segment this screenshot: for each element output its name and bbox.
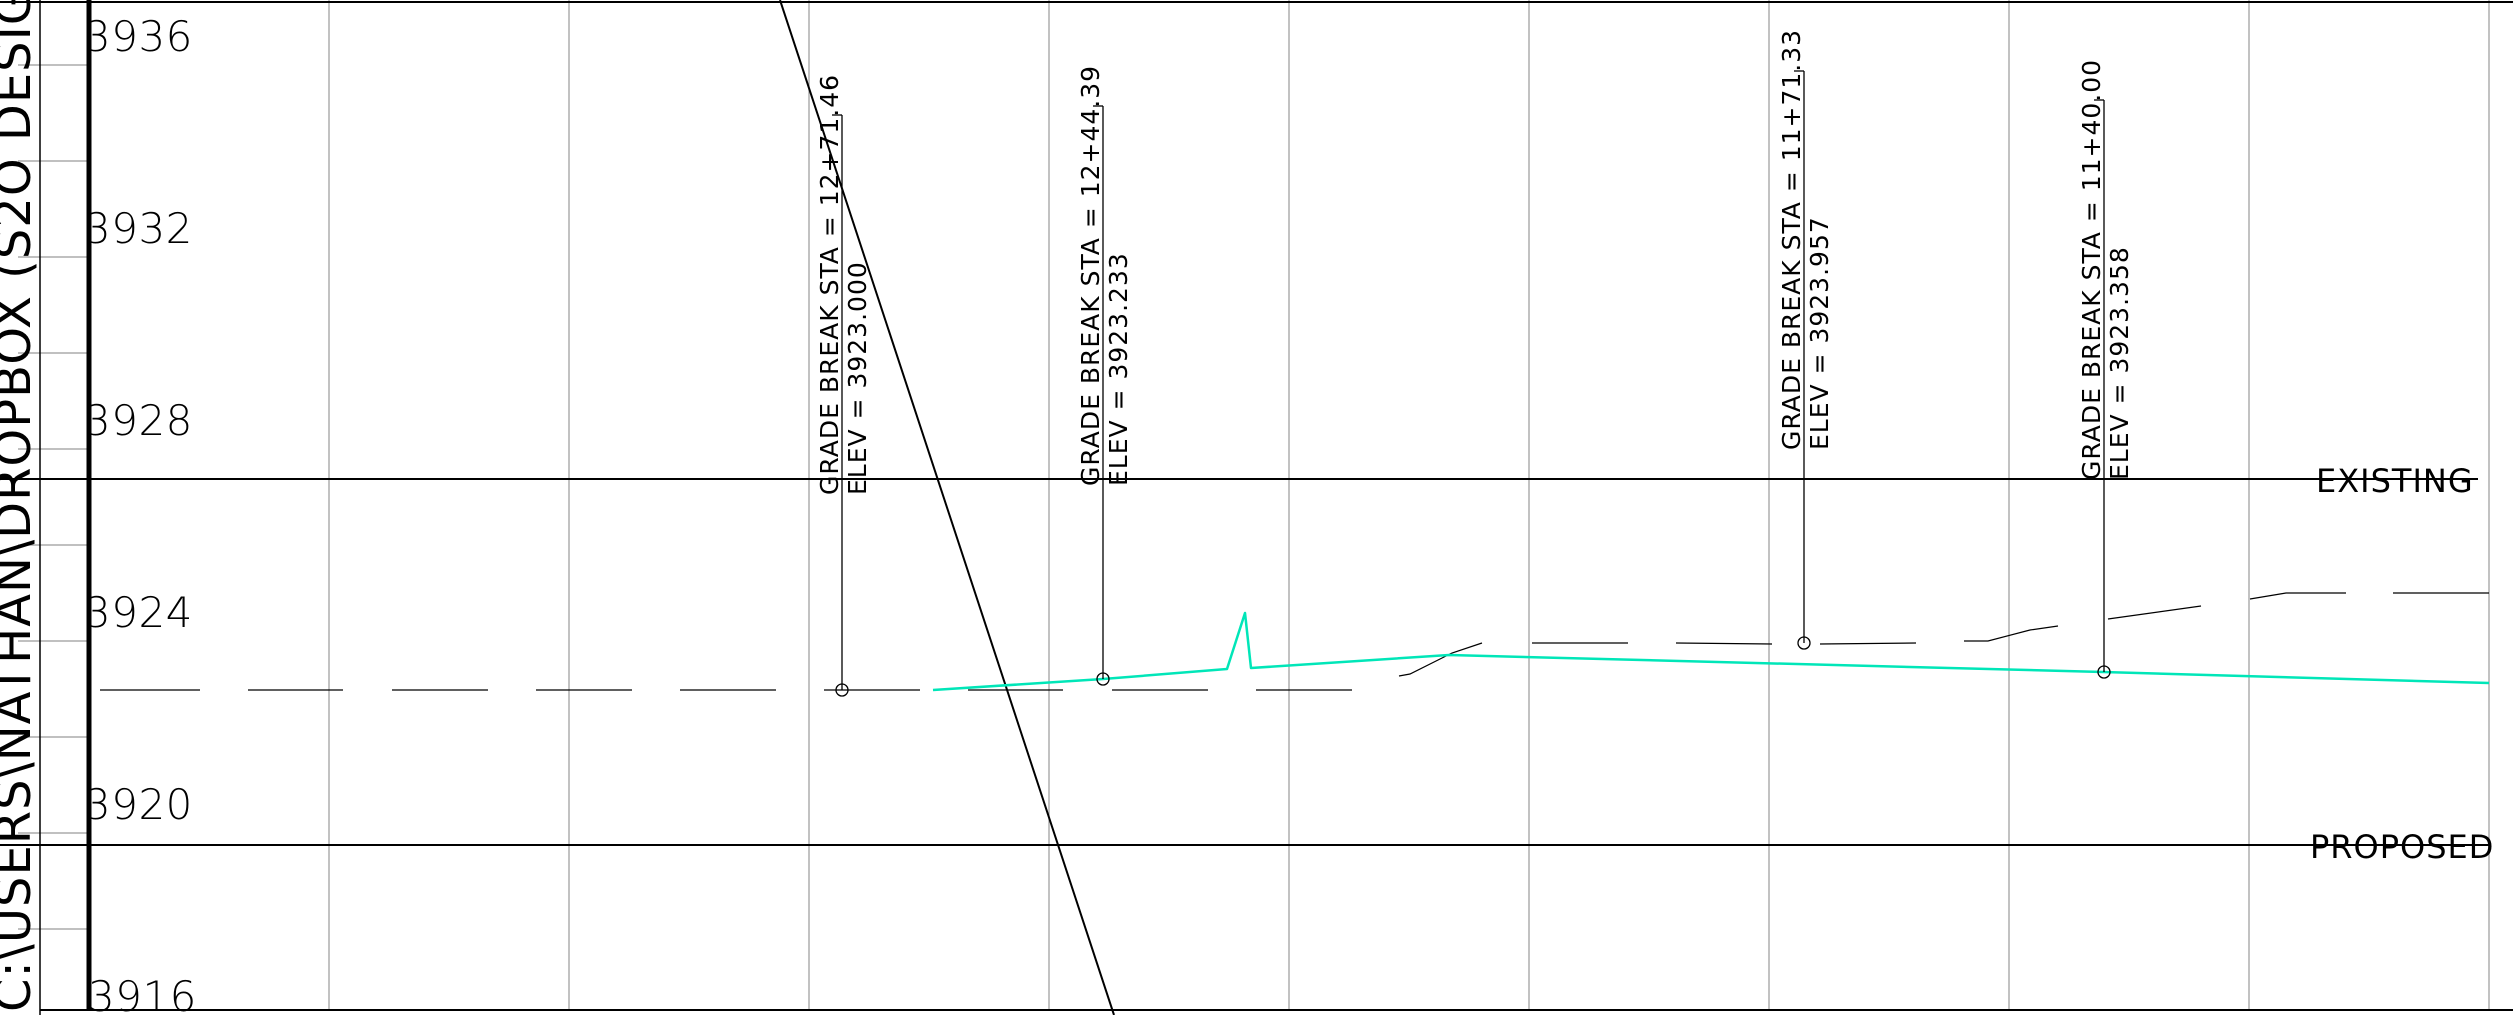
elevation-label: 3924 <box>84 588 193 637</box>
existing-ground-line <box>100 592 2489 691</box>
elevation-label: 3928 <box>84 396 193 445</box>
vertical-grid <box>328 0 2490 1010</box>
existing-legend-label: EXISTING <box>2316 462 2474 500</box>
diagonal-line <box>779 0 1115 1015</box>
grade-break-marker <box>1797 636 1811 650</box>
grade-break-elev: ELEV = 3923.233 <box>1104 252 1133 486</box>
grade-break-sta: GRADE BREAK STA = 12+44.39 <box>1076 65 1105 486</box>
elevation-label: 3936 <box>84 12 193 61</box>
elevation-label: 3920 <box>84 780 193 829</box>
grade-break-sta: GRADE BREAK STA = 11+40.00 <box>2077 59 2106 480</box>
grade-break-elev: ELEV = 3923.000 <box>843 261 872 495</box>
grade-break-sta: GRADE BREAK STA = 12+71.46 <box>815 74 844 495</box>
grade-break-sta: GRADE BREAK STA = 11+71.33 <box>1777 29 1806 450</box>
grade-break-elev: ELEV = 3923.358 <box>2105 246 2134 480</box>
grade-break-marker <box>835 683 849 697</box>
grade-break-leaders <box>832 70 2111 697</box>
grade-break-elev: ELEV = 3923.957 <box>1805 216 1834 450</box>
proposed-legend-label: PROPOSED <box>2310 828 2494 866</box>
grade-break-labels: GRADE BREAK STA = 12+71.46 ELEV = 3923.0… <box>815 29 2134 495</box>
grade-break-marker <box>2097 665 2111 679</box>
grade-break-marker <box>1096 672 1110 686</box>
elevation-labels: 3936 3932 3928 3924 3920 3916 <box>84 12 197 1015</box>
elevation-label: 3916 <box>88 972 197 1015</box>
axis-ticks <box>18 64 90 930</box>
file-path-text: C:\USERS\NATHAN\DROPBOX (S2O DESIGN)\DOC… <box>0 0 42 1012</box>
elevation-label: 3932 <box>84 204 193 253</box>
proposed-grade-line <box>932 611 2490 692</box>
